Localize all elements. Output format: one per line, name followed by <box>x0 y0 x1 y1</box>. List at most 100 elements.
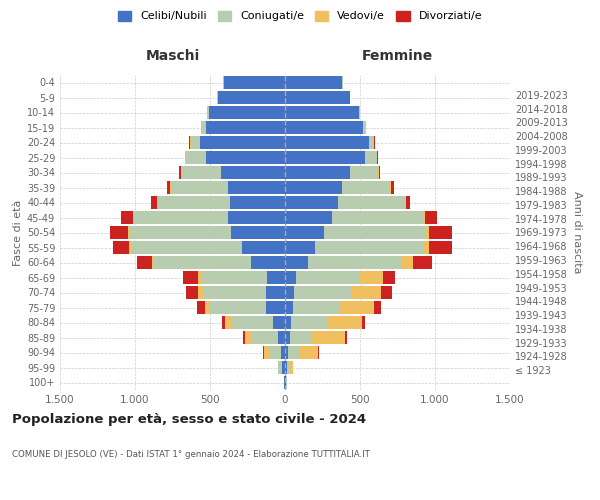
Bar <box>391 182 394 194</box>
Bar <box>378 166 379 178</box>
Bar <box>170 182 171 194</box>
Bar <box>285 362 287 374</box>
Bar <box>110 226 128 238</box>
Bar <box>285 212 331 224</box>
Bar <box>285 92 349 104</box>
Bar <box>221 166 285 178</box>
Bar <box>299 346 318 358</box>
Bar <box>277 362 278 374</box>
Bar <box>312 332 345 344</box>
Bar <box>231 316 273 328</box>
Bar <box>264 346 269 358</box>
Bar <box>203 286 265 298</box>
Bar <box>423 242 429 254</box>
Bar <box>405 196 406 208</box>
Bar <box>285 376 286 388</box>
Bar <box>131 242 241 254</box>
Bar <box>210 302 265 314</box>
Bar <box>251 332 277 344</box>
Bar <box>401 256 413 268</box>
Y-axis label: Anni di nascita: Anni di nascita <box>572 191 582 274</box>
Bar <box>267 272 285 283</box>
Bar <box>285 166 349 178</box>
Bar <box>186 152 205 164</box>
Bar <box>209 106 285 118</box>
Bar <box>198 272 201 283</box>
Bar <box>296 272 360 283</box>
Bar <box>429 242 452 254</box>
Bar <box>423 212 425 224</box>
Legend: Celibi/Nubili, Coniugati/e, Vedovi/e, Divorziati/e: Celibi/Nubili, Coniugati/e, Vedovi/e, Di… <box>118 10 482 22</box>
Bar <box>153 256 251 268</box>
Bar <box>189 136 190 148</box>
Bar <box>377 152 378 164</box>
Bar <box>285 286 294 298</box>
Bar <box>288 346 299 358</box>
Bar <box>327 316 361 328</box>
Bar <box>342 182 390 194</box>
Bar <box>282 362 285 374</box>
Bar <box>186 286 198 298</box>
Bar <box>190 136 191 148</box>
Bar <box>406 196 410 208</box>
Bar <box>365 152 377 164</box>
Bar <box>429 226 452 238</box>
Bar <box>228 212 285 224</box>
Bar <box>171 182 228 194</box>
Bar <box>342 76 343 88</box>
Bar <box>129 226 231 238</box>
Bar <box>218 92 285 104</box>
Bar <box>287 362 290 374</box>
Bar <box>308 256 401 268</box>
Bar <box>201 272 267 283</box>
Bar <box>191 136 199 148</box>
Bar <box>285 256 308 268</box>
Bar <box>231 226 285 238</box>
Text: Popolazione per età, sesso e stato civile - 2024: Popolazione per età, sesso e stato civil… <box>12 412 366 426</box>
Bar <box>129 242 131 254</box>
Bar <box>229 196 285 208</box>
Bar <box>390 182 391 194</box>
Text: Femmine: Femmine <box>362 49 433 63</box>
Bar <box>315 242 423 254</box>
Bar <box>291 316 327 328</box>
Bar <box>339 302 373 314</box>
Bar <box>128 226 129 238</box>
Bar <box>185 152 186 164</box>
Bar <box>205 122 285 134</box>
Bar <box>278 362 282 374</box>
Bar <box>285 106 359 118</box>
Bar <box>318 346 319 358</box>
Bar <box>383 272 395 283</box>
Bar <box>290 332 312 344</box>
Bar <box>285 182 342 194</box>
Bar <box>379 166 380 178</box>
Bar <box>222 316 225 328</box>
Bar <box>285 332 290 344</box>
Bar <box>265 302 285 314</box>
Bar <box>205 302 210 314</box>
Bar <box>241 242 285 254</box>
Bar <box>205 152 285 164</box>
Bar <box>290 362 293 374</box>
Bar <box>351 286 381 298</box>
Bar <box>183 272 198 283</box>
Bar <box>225 316 231 328</box>
Bar <box>243 332 245 344</box>
Bar <box>151 196 157 208</box>
Bar <box>285 76 342 88</box>
Text: COMUNE DI JESOLO (VE) - Dati ISTAT 1° gennaio 2024 - Elaborazione TUTTITALIA.IT: COMUNE DI JESOLO (VE) - Dati ISTAT 1° ge… <box>12 450 370 459</box>
Bar <box>217 92 218 104</box>
Bar <box>331 212 423 224</box>
Bar <box>121 212 133 224</box>
Bar <box>157 196 229 208</box>
Bar <box>345 332 347 344</box>
Bar <box>228 182 285 194</box>
Bar <box>369 136 373 148</box>
Bar <box>179 166 181 178</box>
Bar <box>324 226 426 238</box>
Bar <box>265 286 285 298</box>
Bar <box>167 182 170 194</box>
Bar <box>277 332 285 344</box>
Bar <box>285 302 293 314</box>
